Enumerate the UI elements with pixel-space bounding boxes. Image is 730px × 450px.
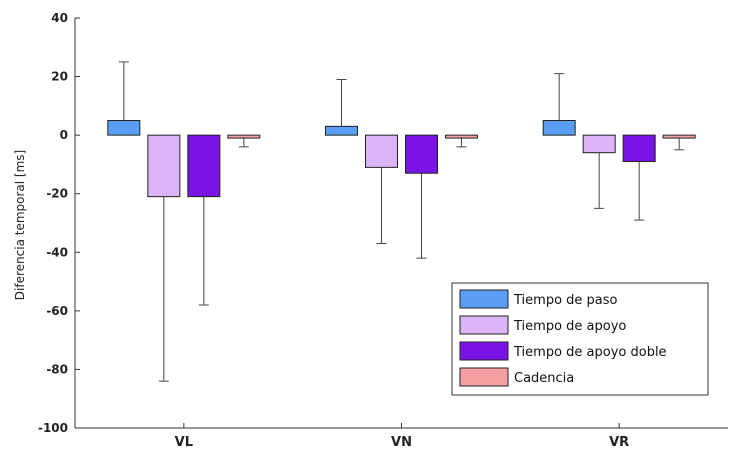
- y-axis-title: Diferencia temporal [ms]: [13, 150, 27, 300]
- bar: [107, 120, 141, 136]
- y-tick-label: -20: [46, 187, 68, 201]
- y-tick-label: 40: [51, 11, 68, 25]
- x-tick-label: VN: [391, 435, 412, 450]
- y-tick-label: -80: [46, 362, 68, 376]
- legend-swatch: [459, 341, 509, 361]
- bar: [445, 134, 478, 139]
- x-tick-label: VR: [609, 435, 629, 450]
- bar: [147, 134, 181, 198]
- legend-swatch: [459, 315, 509, 335]
- bar: [187, 134, 221, 198]
- bar: [227, 134, 261, 139]
- legend-label: Tiempo de paso: [513, 293, 618, 308]
- bar: [662, 134, 696, 139]
- legend-label: Tiempo de apoyo: [513, 319, 626, 334]
- y-tick-label: -100: [38, 421, 68, 435]
- bar: [582, 134, 616, 154]
- bar: [542, 120, 576, 136]
- bar: [622, 134, 656, 162]
- legend-swatch: [459, 367, 509, 387]
- bar: [365, 134, 398, 168]
- legend-label: Cadencia: [514, 371, 574, 386]
- y-tick-label: 0: [60, 128, 68, 142]
- y-tick-label: -40: [46, 245, 68, 259]
- bar: [325, 125, 358, 136]
- y-tick-label: 20: [51, 70, 68, 84]
- x-tick-label: VL: [175, 435, 193, 450]
- legend-swatch: [459, 289, 509, 309]
- y-tick-label: -60: [46, 304, 68, 318]
- legend-label: Tiempo de apoyo doble: [513, 345, 667, 360]
- bar: [405, 134, 438, 174]
